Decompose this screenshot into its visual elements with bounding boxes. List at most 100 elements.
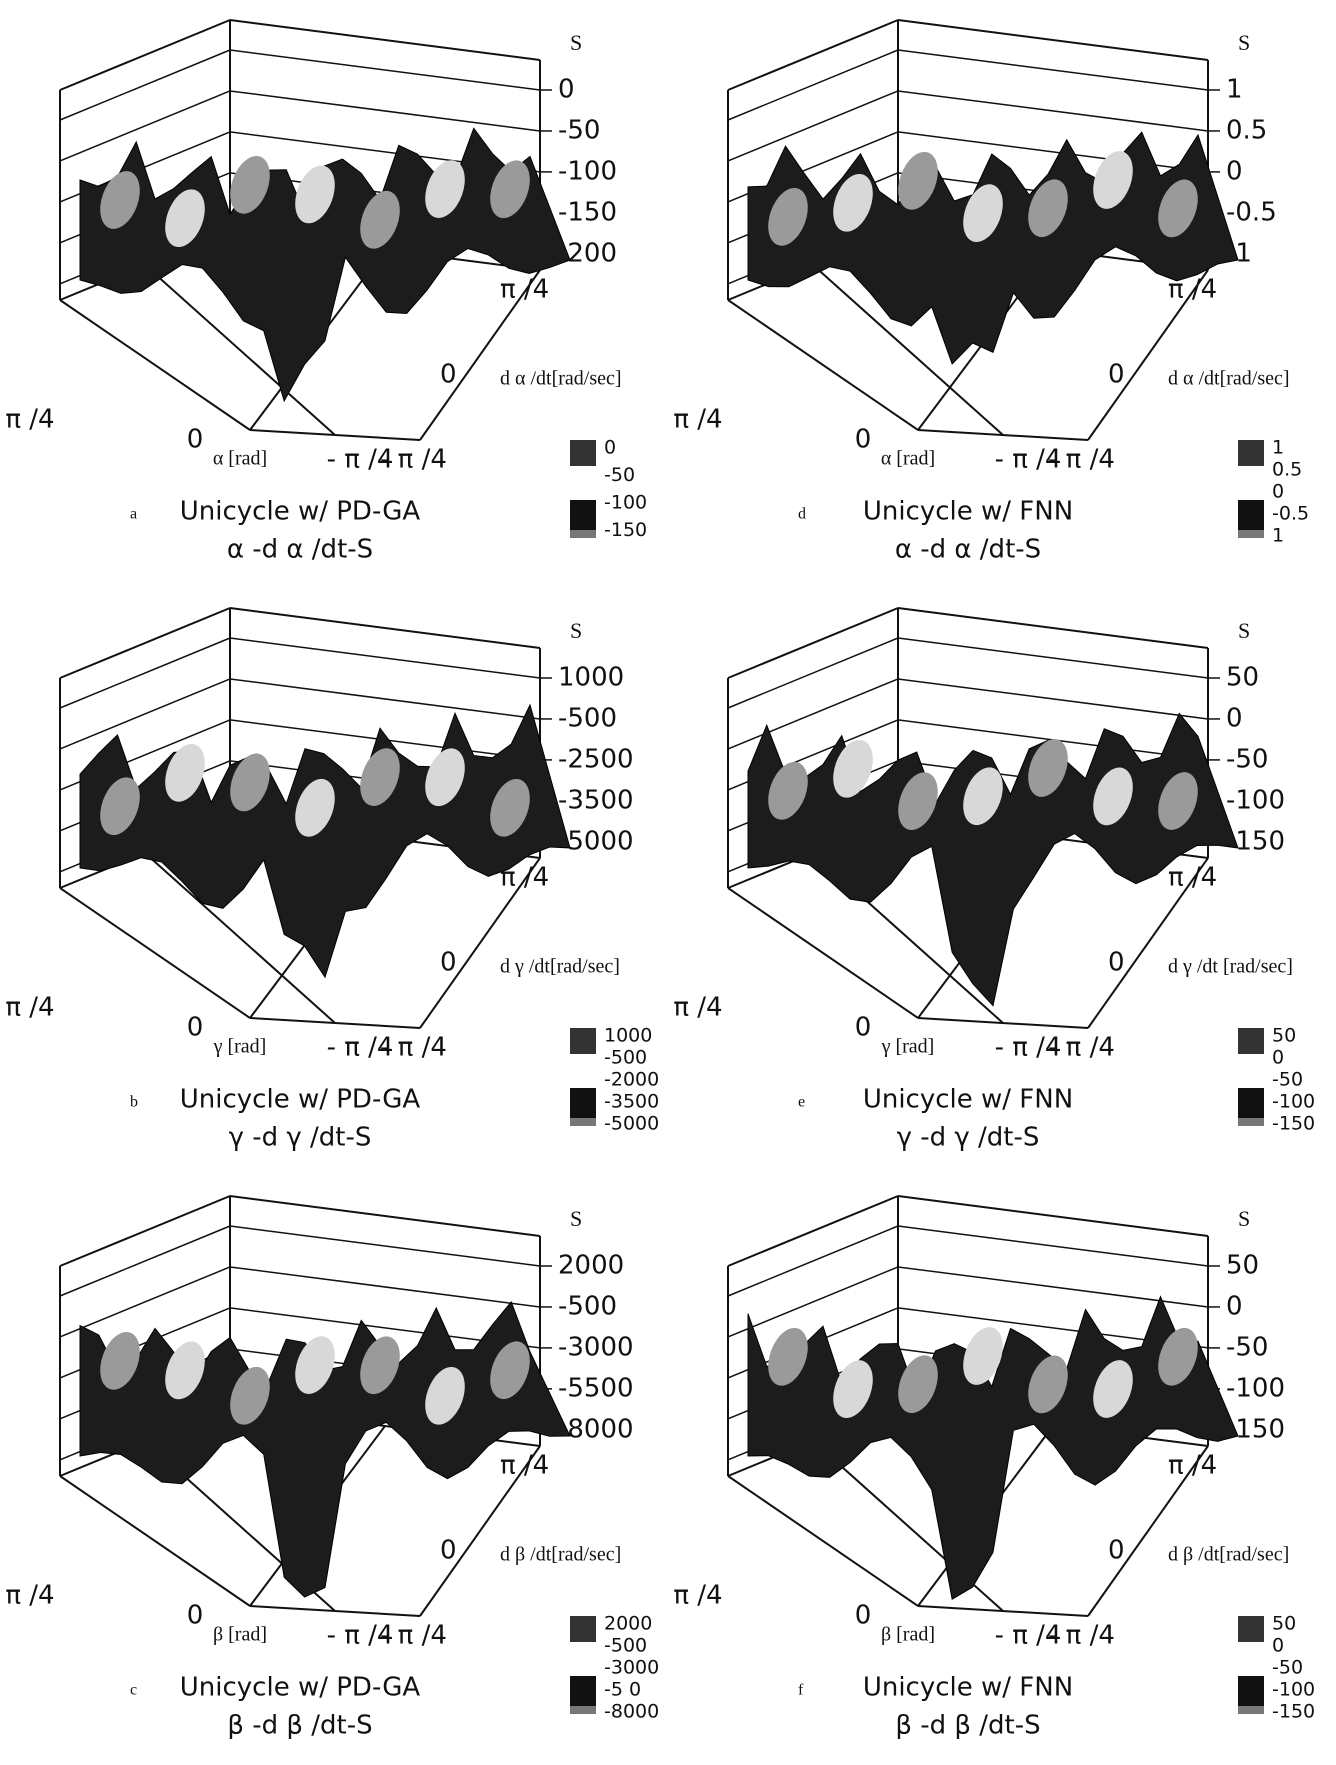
legend-label: -0.5 bbox=[1272, 503, 1309, 525]
surface-highlight bbox=[295, 165, 335, 224]
surface-highlight bbox=[490, 1341, 530, 1400]
legend-label: 50 bbox=[1272, 1025, 1296, 1047]
x-tick-label: 0 bbox=[855, 425, 872, 455]
axis-line bbox=[1087, 1445, 1209, 1617]
legend-label: 50 bbox=[1272, 1613, 1296, 1635]
legend-label: -50 bbox=[1272, 1657, 1303, 1679]
x-tick-label: 0 bbox=[187, 425, 204, 455]
legend-swatch bbox=[570, 1706, 596, 1714]
surface-highlight bbox=[100, 777, 140, 836]
panel-subtitle: β -d β /dt-S bbox=[227, 1711, 372, 1741]
grid-line bbox=[229, 90, 541, 132]
grid-line bbox=[727, 90, 899, 162]
y-tick-label: 0 bbox=[1108, 1536, 1125, 1566]
surface-highlight bbox=[898, 1355, 938, 1414]
panel-subtitle: γ -d γ /dt-S bbox=[229, 1123, 372, 1153]
legend-label: -150 bbox=[1272, 1113, 1315, 1135]
surface-highlight bbox=[768, 187, 808, 246]
x-tick-label: 0 bbox=[855, 1013, 872, 1043]
y-tick-label: π /4 bbox=[1168, 275, 1217, 305]
surface-highlight bbox=[768, 761, 808, 820]
axis-line bbox=[229, 1195, 541, 1237]
z-tick-label: -5000 bbox=[558, 826, 634, 856]
panel-title: Unicycle w/ FNN bbox=[863, 497, 1073, 527]
legend-swatch bbox=[570, 1028, 596, 1054]
legend-swatch bbox=[570, 1616, 596, 1642]
grid-line bbox=[229, 49, 541, 91]
surface-highlight bbox=[898, 151, 938, 210]
z-tick-label: -3000 bbox=[558, 1332, 634, 1362]
legend-label: -50 bbox=[604, 464, 635, 486]
legend-label: 0 bbox=[1272, 1047, 1284, 1069]
grid-line bbox=[727, 1225, 899, 1297]
axis-line bbox=[897, 607, 1209, 649]
y-tick-label: - π /4 bbox=[380, 1033, 447, 1063]
grid-line bbox=[897, 1225, 1209, 1267]
legend-label: 0.5 bbox=[1272, 459, 1302, 481]
z-axis-label: S bbox=[1238, 30, 1250, 55]
surface-highlight bbox=[230, 753, 270, 812]
panel-subtitle: β -d β /dt-S bbox=[895, 1711, 1040, 1741]
legend-swatch bbox=[1238, 440, 1264, 466]
surface-highlight bbox=[833, 739, 873, 798]
axis-line bbox=[727, 607, 899, 679]
legend-label: 0 bbox=[1272, 481, 1284, 503]
y-tick-label: - π /4 bbox=[1048, 445, 1115, 475]
legend-label: -100 bbox=[1272, 1091, 1315, 1113]
axis-line bbox=[897, 1195, 1209, 1237]
surface-highlight bbox=[833, 173, 873, 232]
surface-highlight bbox=[963, 184, 1003, 242]
surface-highlight bbox=[165, 189, 205, 248]
panel-letter: c bbox=[130, 1682, 137, 1699]
surface-highlight bbox=[230, 156, 270, 214]
z-axis-label: S bbox=[570, 618, 582, 643]
legend-swatch bbox=[570, 1676, 596, 1706]
z-tick-label: -50 bbox=[558, 115, 600, 145]
surface-highlight bbox=[1158, 772, 1198, 830]
y-axis-label: d γ /dt[rad/sec] bbox=[500, 956, 620, 978]
grid-line bbox=[59, 1266, 231, 1338]
grid-line bbox=[727, 678, 899, 750]
x-tick-label: - π /4 bbox=[995, 445, 1062, 475]
grid-line bbox=[59, 637, 231, 709]
axis-line bbox=[59, 19, 231, 91]
z-tick-label: -500 bbox=[558, 1291, 617, 1321]
surface-highlight bbox=[963, 767, 1003, 826]
axis-line bbox=[897, 19, 1209, 61]
panel-letter: e bbox=[798, 1094, 805, 1111]
z-tick-label: 0 bbox=[1226, 1291, 1243, 1321]
z-tick-label: -50 bbox=[1226, 744, 1268, 774]
panel-title: Unicycle w/ PD-GA bbox=[180, 1673, 421, 1703]
y-tick-label: - π /4 bbox=[1048, 1033, 1115, 1063]
x-axis-label: β [rad] bbox=[881, 1624, 935, 1646]
grid-line bbox=[897, 678, 1209, 720]
grid-line bbox=[59, 1225, 231, 1297]
panel-title: Unicycle w/ PD-GA bbox=[180, 497, 421, 527]
x-tick-label: π /4 bbox=[5, 1581, 54, 1611]
legend-swatch bbox=[1238, 530, 1264, 538]
legend-label: 1 bbox=[1272, 437, 1284, 459]
y-tick-label: π /4 bbox=[500, 275, 549, 305]
surface-highlight bbox=[165, 744, 205, 802]
y-tick-label: π /4 bbox=[1168, 1451, 1217, 1481]
y-axis-label: d α /dt[rad/sec] bbox=[1168, 368, 1290, 390]
panel-letter: f bbox=[798, 1682, 804, 1699]
grid-line bbox=[727, 49, 899, 121]
surface-highlight bbox=[100, 1332, 140, 1390]
z-tick-label: -100 bbox=[1226, 785, 1285, 815]
axis-line bbox=[419, 857, 541, 1029]
z-tick-label: -150 bbox=[1226, 1414, 1285, 1444]
axis-line bbox=[419, 1445, 541, 1617]
axis-line bbox=[59, 1195, 231, 1267]
surface-highlight bbox=[100, 171, 140, 229]
z-tick-label: 0 bbox=[1226, 156, 1243, 186]
grid-line bbox=[229, 637, 541, 679]
x-tick-label: - π /4 bbox=[327, 445, 394, 475]
surface-highlight bbox=[230, 1366, 270, 1425]
z-axis-label: S bbox=[570, 30, 582, 55]
z-tick-label: -50 bbox=[1226, 1332, 1268, 1362]
axis-line bbox=[727, 1195, 899, 1267]
z-tick-label: 0 bbox=[558, 75, 575, 105]
grid-line bbox=[727, 1266, 899, 1338]
